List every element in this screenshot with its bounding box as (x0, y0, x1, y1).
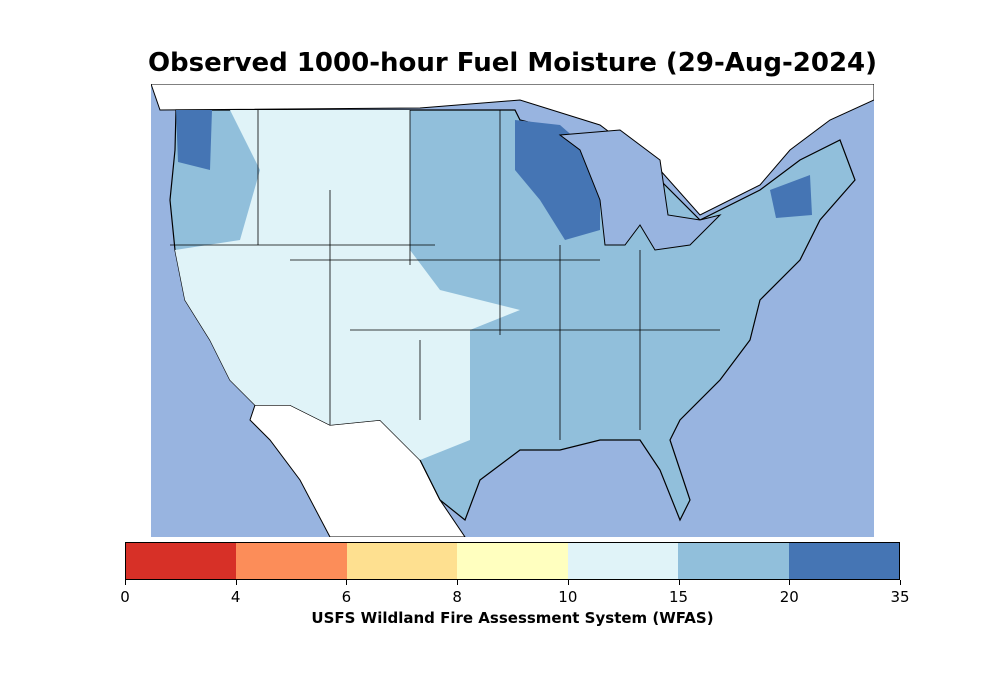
canada-land (151, 84, 874, 216)
colorbar-tick-mark (235, 580, 237, 585)
colorbar-tick-label: 6 (341, 588, 352, 606)
colorbar-tick-mark (125, 580, 126, 585)
colorbar-tick-label: 8 (452, 588, 462, 606)
colorbar-tick-label: 35 (890, 588, 910, 606)
colorbar-bin-10-15 (567, 543, 679, 579)
colorbar-tick-mark (678, 580, 680, 585)
colorbar-bin-15-20 (678, 543, 789, 579)
colorbar-tick-mark (457, 580, 459, 585)
great-lakes (558, 129, 722, 251)
colorbar-tick-mark (346, 580, 348, 585)
colorbar-bin-6-8 (346, 543, 458, 579)
map-title: Observed 1000-hour Fuel Moisture (29-Aug… (147, 48, 878, 78)
fuel-moisture-map (151, 84, 874, 537)
colorbar-tick-label: 0 (120, 588, 130, 606)
colorbar-tick-label: 4 (230, 588, 241, 606)
colorbar-label: USFS Wildland Fire Assessment System (WF… (311, 609, 714, 627)
state-borders (170, 110, 720, 440)
colorbar (125, 542, 900, 580)
colorbar-tick-label: 20 (779, 588, 799, 606)
colorbar-bin-8-10 (457, 543, 568, 579)
colorbar-bin-0-4 (126, 543, 237, 579)
region-10-15 (175, 110, 520, 460)
colorbar-tick-mark (567, 580, 569, 585)
region-20-35-washington (176, 110, 212, 170)
colorbar-bin-20-35 (788, 543, 899, 579)
colorbar-tick-mark (789, 580, 791, 585)
colorbar-bin-4-6 (236, 543, 347, 579)
colorbar-tick-mark (900, 580, 901, 585)
colorbar-tick-label: 15 (669, 588, 689, 606)
region-20-35-northeast (770, 175, 812, 218)
colorbar-tick-label: 10 (558, 588, 578, 606)
region-20-35-upper-midwest (515, 120, 600, 240)
